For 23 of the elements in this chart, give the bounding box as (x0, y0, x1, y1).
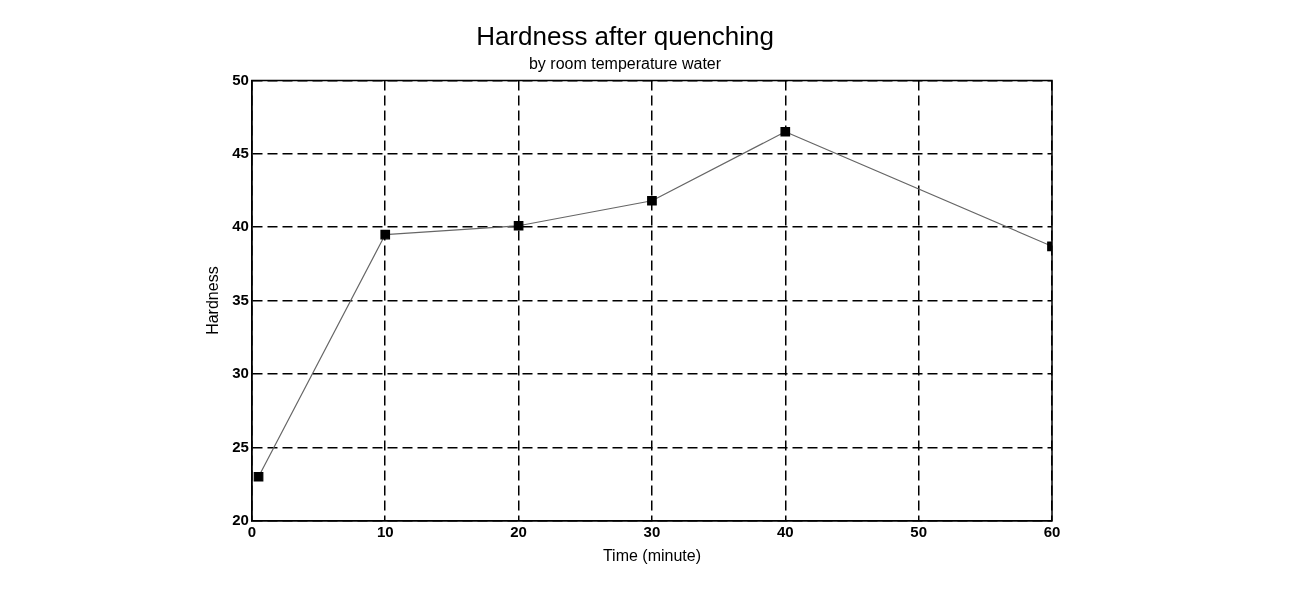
x-tick-label: 50 (910, 522, 927, 540)
y-tick-label: 45 (232, 143, 249, 161)
x-tick-label: 40 (776, 522, 794, 540)
y-tick-label: 30 (232, 364, 249, 382)
point (780, 126, 791, 137)
y-tick-label: 25 (232, 437, 249, 455)
point (513, 220, 524, 231)
y-tick-label: 35 (232, 290, 249, 308)
x-tick-label: 30 (643, 522, 661, 540)
y-tick-label: 20 (232, 510, 249, 528)
x-tick-label: 20 (510, 522, 527, 540)
x-axis-title: Time (minute) (602, 546, 701, 564)
y-tick-label: 50 (232, 70, 249, 88)
y-axis-title: Hardness (204, 266, 222, 335)
point (253, 471, 264, 482)
point (647, 195, 657, 206)
y-tick-label: 40 (232, 217, 249, 235)
chart-title: Hardness after quenching (476, 20, 774, 51)
chart-subtitle: by room temperature water (528, 55, 722, 73)
x-tick-label: 60 (1043, 522, 1061, 540)
x-tick-label: 0 (247, 522, 257, 540)
x-tick-label: 10 (376, 522, 394, 540)
point (380, 229, 391, 240)
